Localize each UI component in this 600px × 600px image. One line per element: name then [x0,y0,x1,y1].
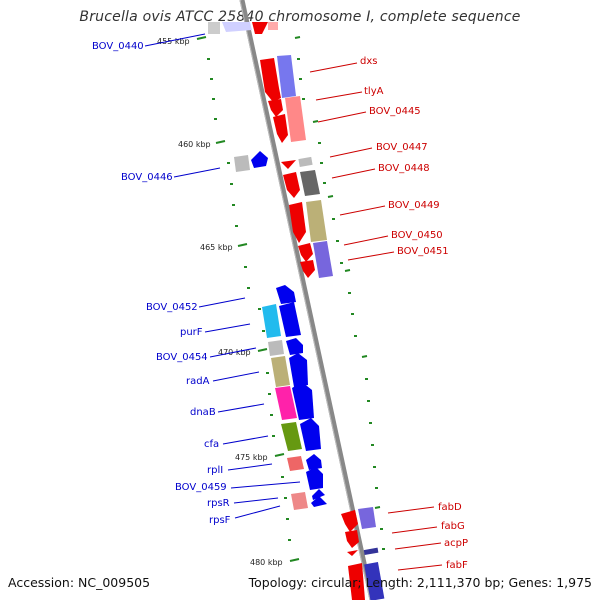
summary-text: Topology: circular; Length: 2,111,370 bp… [248,575,592,590]
scale-label: 465 kbp [200,243,233,252]
gene-tlyA-block [268,96,306,143]
gene-label-BOV_0445[interactable]: BOV_0445 [369,106,421,117]
gene-fabD-block [341,507,376,548]
gene-label-BOV_0446[interactable]: BOV_0446 [121,172,173,183]
gene-label-BOV_0450[interactable]: BOV_0450 [391,230,443,241]
scale-label: 480 kbp [250,558,283,567]
gene-dnaB-block [275,382,314,420]
gene-label-dxs[interactable]: dxs [360,56,377,67]
gene-label-fabF[interactable]: fabF [446,560,468,571]
gene-label-fabG[interactable]: fabG [441,521,465,532]
accession-text: Accession: NC_009505 [8,575,151,590]
scale-label: 475 kbp [235,453,268,462]
gene-label-BOV_0448[interactable]: BOV_0448 [378,163,430,174]
gene-label-radA[interactable]: radA [186,376,210,387]
top-partial-features [208,22,278,34]
gene-BOV_0446-block [234,151,268,172]
gene-radA-block [271,353,308,387]
gene-label-BOV_0449[interactable]: BOV_0449 [388,200,440,211]
scale-label: 460 kbp [178,140,211,149]
gene-label-BOV_0454[interactable]: BOV_0454 [156,352,208,363]
minor-ticks [207,58,385,550]
gene-BOV_0450-block [298,241,333,278]
gene-BOV_0449-block [289,200,327,243]
gene-dxs-block [260,55,296,102]
gene-BOV_0452-block [262,285,301,338]
gene-BOV_0447-block [281,156,313,169]
gene-label-BOV_0447[interactable]: BOV_0447 [376,142,428,153]
map-title: Brucella ovis ATCC 25840 chromosome I, c… [79,9,521,25]
gene-cfa-block [281,418,321,451]
gene-label-fabD[interactable]: fabD [438,502,462,513]
gene-label-acpP[interactable]: acpP [444,538,468,549]
gene-label-rplI[interactable]: rplI [207,465,223,476]
right-leader-lines [309,62,443,571]
gene-acpP-block [347,547,385,600]
gene-rplI-block [287,454,322,471]
gene-BOV_0459-block [306,467,323,490]
gene-label-dnaB[interactable]: dnaB [190,407,216,418]
gene-BOV_0454-block [268,338,303,356]
major-ticks [196,36,381,562]
gene-label-rpsR[interactable]: rpsR [207,498,230,509]
chromosome-backbone [239,0,375,600]
scale-label: 455 kbp [157,37,190,46]
gene-rpsR-block [291,489,327,510]
left-leader-lines [144,33,301,519]
gene-label-BOV_0440[interactable]: BOV_0440 [92,41,144,52]
gene-label-purF[interactable]: purF [180,327,203,338]
gene-label-cfa[interactable]: cfa [204,439,219,450]
gene-label-rpsF[interactable]: rpsF [209,515,231,526]
gene-label-BOV_0452[interactable]: BOV_0452 [146,302,198,313]
gene-label-BOV_0459[interactable]: BOV_0459 [175,482,227,493]
gene-label-tlyA[interactable]: tlyA [364,86,384,97]
gene-BOV_0448-block [283,170,320,198]
gene-label-BOV_0451[interactable]: BOV_0451 [397,246,449,257]
